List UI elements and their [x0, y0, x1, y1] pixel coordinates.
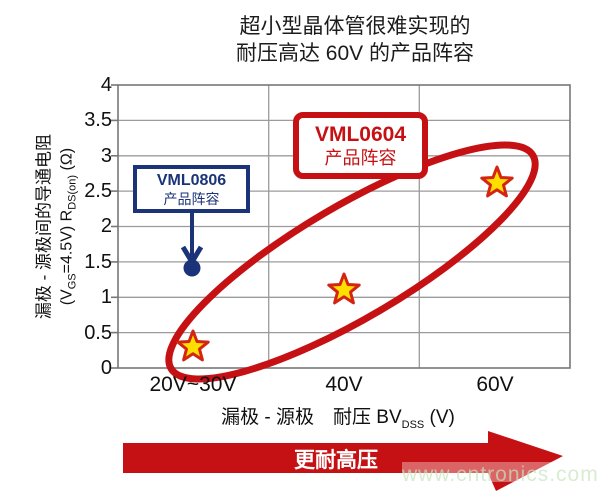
- y-tick-label: 4: [100, 74, 112, 96]
- vml0604-sublabel: 产品阵容: [324, 148, 397, 168]
- y-axis-title-line1: 漏极 - 源极间的导通电阻: [34, 133, 54, 320]
- x-axis-title: 漏极 - 源极 耐压 BVDSS (V): [221, 407, 455, 431]
- y-axis-title: 漏极 - 源极间的导通电阻 (VGS=4.5V) RDS(on) (Ω): [32, 62, 83, 392]
- star-marker-40v: [327, 272, 361, 305]
- x-tick-label-40v: 40V: [325, 373, 363, 396]
- y-tick-label: 3: [100, 145, 112, 167]
- axis-frame: [111, 84, 571, 369]
- watermark-backdrop: [402, 462, 560, 482]
- y-axis-title-wrap: 漏极 - 源极间的导通电阻 (VGS=4.5V) RDS(on) (Ω): [12, 85, 104, 368]
- y-tick-label: 0: [100, 357, 112, 379]
- y-tick-label: 1: [100, 286, 112, 308]
- vml0604-highlight-ellipse: [165, 141, 539, 383]
- vml0806-label: VML0806: [156, 171, 227, 189]
- watermark-text: www.cntronics.com: [402, 463, 599, 486]
- y-tick-label: 1.5: [84, 251, 112, 273]
- more-voltage-arrow: [123, 431, 563, 491]
- y-tick-label: 2: [100, 215, 112, 237]
- y-axis-title-line2: (VGS=4.5V) RDS(on) (Ω): [58, 147, 79, 306]
- y-tick-label: 3.5: [84, 109, 112, 131]
- chart-title: 超小型晶体管很难实现的 耐压高达 60V 的产品阵容: [105, 13, 600, 67]
- vml0806-annotation-box: VML0806 产品阵容: [133, 165, 250, 213]
- vml0806-dot-marker: [183, 259, 201, 277]
- chart-title-line1: 超小型晶体管很难实现的: [239, 15, 471, 38]
- y-tick-label: 2.5: [84, 180, 112, 202]
- chart-title-line2: 耐压高达 60V 的产品阵容: [235, 42, 475, 65]
- star-marker-60v: [480, 165, 514, 198]
- vml0806-sublabel: 产品阵容: [163, 190, 220, 207]
- y-tick-label: 0.5: [84, 322, 112, 344]
- more-voltage-arrow-label: 更耐高压: [294, 449, 378, 472]
- vml0604-label: VML0604: [314, 123, 407, 146]
- vml0604-annotation-box: VML0604 产品阵容: [293, 112, 428, 179]
- x-tick-label-20v30v: 20V~30V: [149, 373, 237, 396]
- x-tick-label-60v: 60V: [476, 373, 514, 396]
- star-marker-20v30v: [176, 329, 210, 362]
